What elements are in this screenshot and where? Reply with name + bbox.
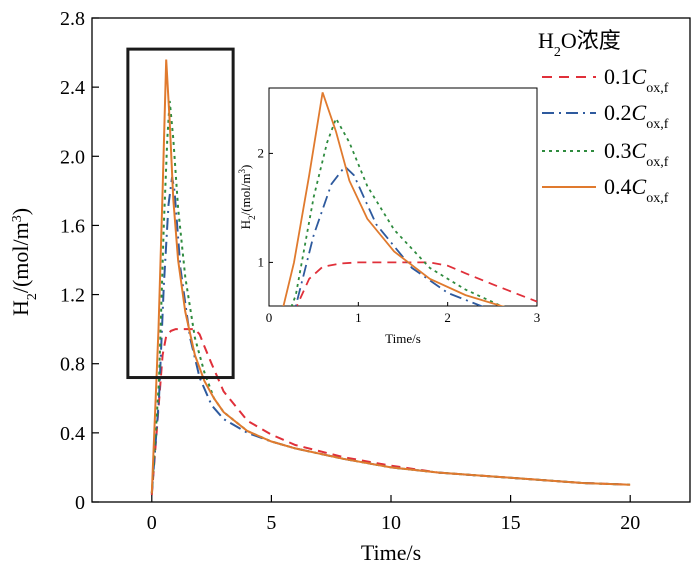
x-tick-label: 10 bbox=[381, 512, 401, 534]
legend-label: 0.3Cox,f bbox=[604, 138, 669, 170]
inset-y-tick-label: 2 bbox=[258, 145, 265, 160]
y-tick-label: 1.2 bbox=[60, 285, 85, 307]
inset-x-tick-label: 1 bbox=[355, 310, 362, 325]
x-tick-label: 0 bbox=[147, 512, 157, 534]
legend-title: H2O浓度 bbox=[538, 28, 621, 60]
inset-y-tick-label: 1 bbox=[258, 254, 265, 269]
inset-x-label: Time/s bbox=[385, 331, 421, 346]
inset-x-tick-label: 0 bbox=[266, 310, 273, 325]
x-tick-label: 20 bbox=[620, 512, 640, 534]
inset-y-label: H2/(mol/m3) bbox=[237, 165, 257, 230]
x-tick-label: 5 bbox=[266, 512, 276, 534]
inset-frame bbox=[268, 87, 538, 307]
series-line bbox=[150, 59, 631, 494]
inset-series-line bbox=[294, 165, 484, 306]
main-series-group bbox=[150, 59, 631, 496]
inset-series-line bbox=[290, 116, 506, 306]
y-tick-label: 2.4 bbox=[60, 77, 85, 99]
y-tick-label: 0.8 bbox=[60, 354, 85, 376]
legend-entry: 0.3Cox,f bbox=[542, 138, 669, 170]
inset-series-line bbox=[295, 261, 537, 306]
legend: H2O浓度 0.1Cox,f 0.2Cox,f 0.3Cox,f 0.4Cox,… bbox=[538, 28, 669, 206]
inset-x-ticks: 0 1 2 3 bbox=[266, 302, 541, 325]
x-tick-label: 15 bbox=[501, 512, 521, 534]
x-axis-label: Time/s bbox=[361, 540, 421, 565]
y-tick-label: 2.0 bbox=[60, 146, 85, 168]
series-line bbox=[150, 176, 631, 494]
legend-entry: 0.2Cox,f bbox=[542, 100, 669, 132]
x-axis-ticks: 0 5 10 15 20 bbox=[147, 495, 640, 534]
legend-entry: 0.4Cox,f bbox=[542, 174, 669, 206]
y-tick-label: 0 bbox=[75, 492, 85, 514]
legend-label: 0.4Cox,f bbox=[604, 174, 669, 206]
y-axis-label: H2/(mol/m3) bbox=[8, 208, 40, 316]
highlight-box bbox=[126, 47, 235, 380]
legend-label: 0.1Cox,f bbox=[604, 64, 669, 96]
y-tick-label: 2.8 bbox=[60, 8, 85, 30]
inset-x-tick-label: 2 bbox=[444, 310, 451, 325]
inset-series-line bbox=[282, 92, 506, 306]
inset-x-tick-label: 3 bbox=[534, 310, 541, 325]
y-axis-ticks: 0 0.4 0.8 1.2 1.6 2.0 2.4 2.8 bbox=[60, 8, 99, 514]
legend-entry: 0.1Cox,f bbox=[542, 64, 669, 96]
inset-series-group bbox=[282, 92, 537, 306]
legend-label: 0.2Cox,f bbox=[604, 100, 669, 132]
y-tick-label: 1.6 bbox=[60, 215, 85, 237]
inset-y-ticks: 12 bbox=[258, 145, 273, 269]
y-tick-label: 0.4 bbox=[60, 423, 85, 445]
